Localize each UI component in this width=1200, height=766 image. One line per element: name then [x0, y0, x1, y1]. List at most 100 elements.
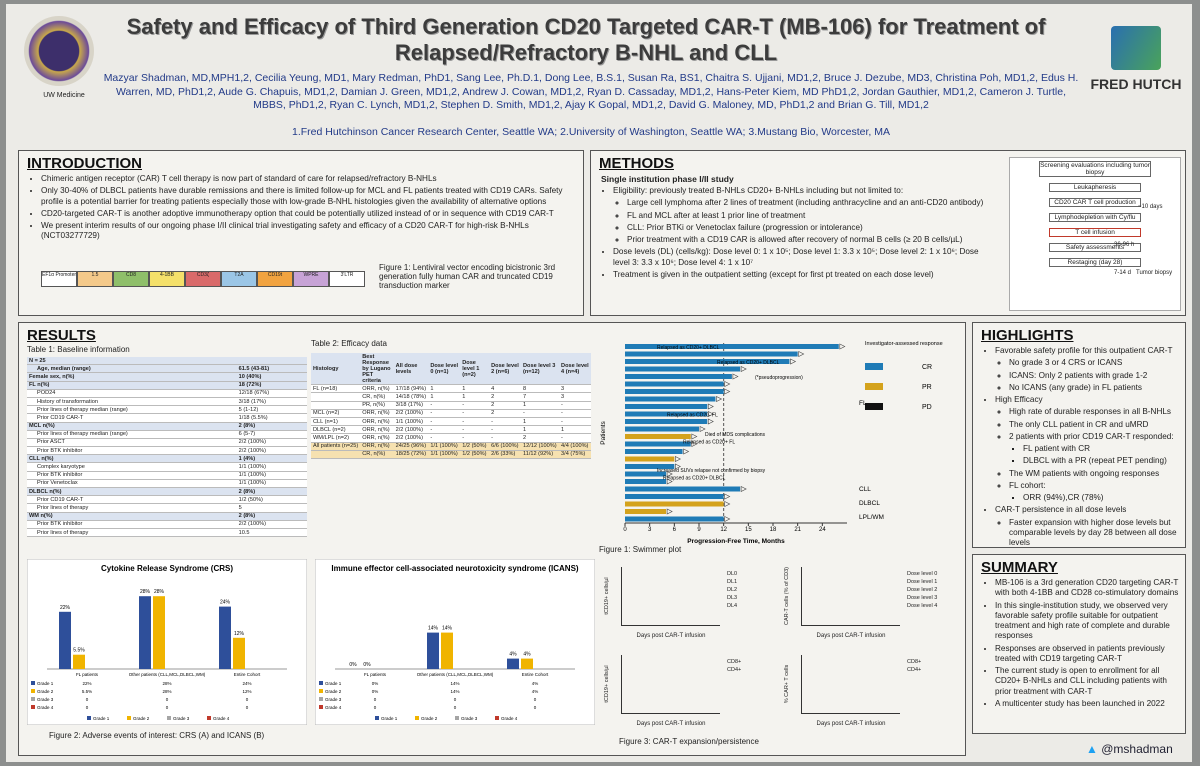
legend-swatch: [31, 681, 35, 685]
figure-caption: Figure 1: Lentiviral vector encoding bic…: [379, 263, 556, 290]
table-cell: -: [559, 433, 591, 443]
table-row: Prior lines of therapy median (range) 5 (…: [27, 405, 307, 415]
flow-note: Tumor biopsy: [1136, 270, 1173, 276]
table-cell: Complex karyotype: [27, 462, 237, 472]
x-tick-label: 6: [673, 527, 677, 533]
row-label: Grade 4: [37, 705, 54, 710]
ongoing-arrow: [724, 493, 731, 500]
swimmer-bar: [625, 351, 798, 357]
data-label: 4%: [523, 652, 531, 658]
plot-frame: [621, 655, 720, 714]
table: Histology Best Response by Lugano PET cri…: [311, 353, 591, 459]
figure-caption: Figure 1: Swimmer plot: [599, 545, 682, 554]
table-cell: 24/25 (96%): [393, 442, 429, 451]
legend-label: DL2: [727, 587, 738, 593]
table-value: 0%: [372, 689, 379, 694]
legend-label: CD4+: [727, 667, 742, 673]
table-cell: 2/2 (100%): [236, 438, 307, 448]
swimmer-bar: [625, 494, 724, 499]
table-cell: 1: [460, 384, 490, 394]
legend-swatch: [415, 716, 419, 720]
bullet-item: MB-106 is a 3rd generation CD20 targetin…: [995, 578, 1185, 599]
legend-label: Dose level 3: [907, 595, 938, 601]
x-tick-label: 21: [794, 527, 801, 533]
ongoing-arrow: [732, 373, 739, 380]
table-cell: Dose level 3 (n=12): [521, 353, 560, 386]
table-cell: 12/18 (67%): [236, 389, 307, 398]
swimmer-bar: [625, 426, 699, 432]
table-cell: 1/2 (50%): [460, 450, 490, 459]
table-cell: 61.5 (43-81): [236, 364, 307, 374]
data-label: 22%: [60, 605, 71, 611]
table-value: 0: [534, 697, 537, 702]
table-cell: 2 (8%): [236, 512, 307, 521]
table-cell: PR, n(%): [360, 401, 394, 410]
annotation: Relapsed as CD20+ DLBCL: [717, 360, 780, 366]
affiliations: 1.Fred Hutchinson Cancer Research Center…: [292, 126, 890, 138]
x-axis-label: Days post CAR-T infusion: [816, 721, 886, 727]
table-row: POD24 12/18 (67%): [27, 389, 307, 398]
row-label: Grade 4: [325, 705, 342, 710]
bullet-list: Chimeric antigen receptor (CAR) T cell t…: [19, 174, 583, 242]
table-cell: CLL n(%): [27, 454, 237, 464]
legend-swatch: [865, 363, 883, 370]
x-tick-label: 0: [623, 527, 627, 533]
table-cell: 10 (40%): [236, 372, 307, 382]
flow-note: ~10 days: [1138, 204, 1163, 210]
table-cell: -: [428, 425, 461, 435]
bar: [219, 606, 231, 669]
bar: [59, 611, 71, 669]
table-cell: Prior ASCT: [27, 438, 237, 448]
methods-box: METHODS Single institution phase I/II st…: [590, 150, 1186, 316]
ongoing-arrow: [798, 351, 805, 357]
table-cell: Prior lines of therapy: [27, 528, 237, 538]
swimmer-bar: [625, 419, 708, 424]
group-label: DLBCL: [859, 500, 880, 507]
data-label: 4%: [509, 652, 517, 658]
table-row: Histology Best Response by Lugano PET cri…: [311, 353, 591, 386]
construct-segment: CD19t: [257, 271, 293, 287]
legend-swatch: [865, 383, 883, 390]
expansion-panel: CAR-T cells (% of CD3) Days post CAR-T in…: [779, 563, 955, 647]
table-value: 4%: [532, 681, 539, 686]
table-row: Prior lines of therapy median (range) 6 (…: [27, 430, 307, 439]
table-cell: 3/18 (17%): [236, 397, 307, 407]
plot-frame: [801, 567, 900, 626]
vector-diagram: EF1α Promoter 1.5 CD8 4-1BB CD3ζ T2A CD19t WPRE…: [41, 265, 371, 291]
table-cell: -: [460, 401, 490, 410]
swimmer-bar: [625, 479, 667, 484]
table-cell: 10.5: [236, 528, 307, 538]
table-row: PR, n(%) 3/18 (17%) - -2 1-: [311, 401, 591, 410]
table-value: 0: [86, 697, 89, 702]
table-cell: 1/1 (100%): [428, 450, 461, 459]
bar: [153, 596, 165, 669]
ongoing-arrow: [724, 501, 731, 507]
row-label: Grade 3: [325, 697, 342, 702]
annotation: Relapsed as CD20- FL: [667, 413, 718, 419]
chart-title: Cytokine Release Syndrome (CRS): [101, 564, 233, 573]
y-axis-label: % CAR+ T cells: [784, 664, 790, 704]
table-cell: 18 (72%): [236, 381, 307, 390]
table-cell: -: [489, 417, 522, 427]
bullet-item: Prior treatment with a CD19 CAR is allow…: [627, 235, 991, 245]
table-cell: ORR, n(%): [360, 384, 394, 394]
ongoing-arrow: [724, 388, 731, 395]
table-value: 0: [246, 705, 249, 710]
bar: [507, 658, 519, 669]
table-row: Prior BTK inhibitor 2/2 (100%): [27, 520, 307, 529]
bar: [139, 596, 151, 669]
x-tick-label: Other patients (CLL,MCL,DLBCL,WM): [417, 672, 494, 677]
x-axis-label: Days post CAR-T infusion: [636, 633, 706, 639]
swimmer-bar: [625, 344, 839, 349]
table-row: All patients (n=25) ORR, n(%) 24/25 (96%) 1…: [311, 442, 591, 451]
y-axis-label: Patients: [600, 421, 607, 445]
table-cell: -: [460, 417, 490, 427]
bullet-list: Eligibility: previously treated B-NHLs C…: [591, 186, 991, 280]
summary-list: MB-106 is a 3rd generation CD20 targetin…: [973, 578, 1185, 709]
legend-label: Dose level 1: [907, 579, 938, 585]
table-cell: -: [460, 433, 490, 443]
methods-subtitle: Single institution phase I/II study: [601, 174, 734, 184]
icans-chart: Immune effector cell-associated neurotox…: [315, 559, 595, 725]
table-cell: DLBCL n(%): [27, 487, 237, 497]
